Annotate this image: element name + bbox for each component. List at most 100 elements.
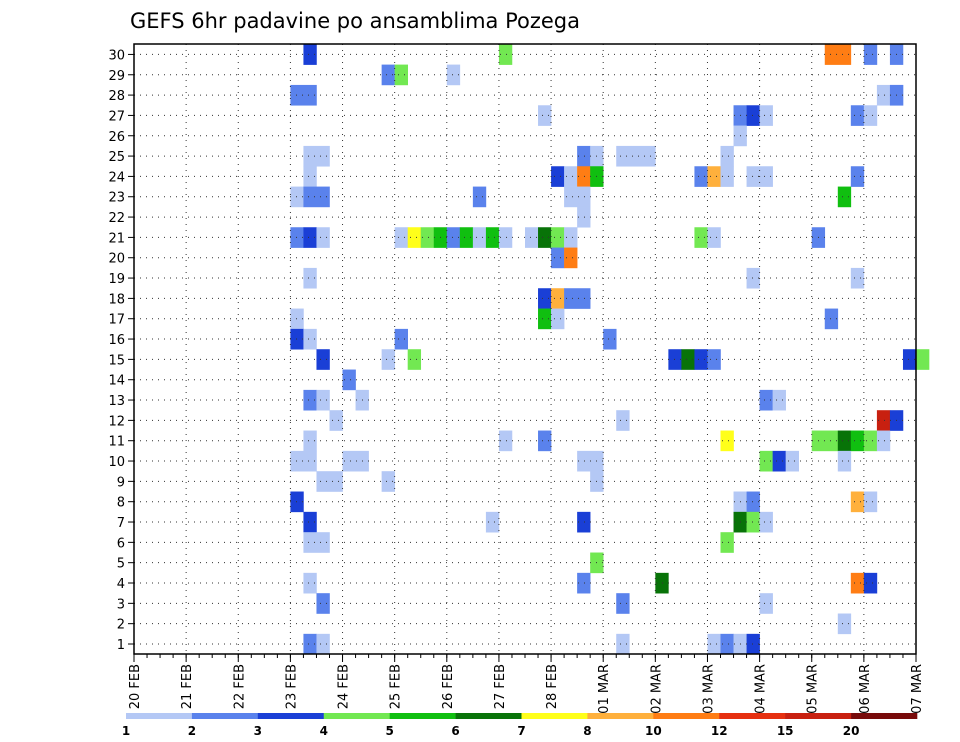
- cell-r23-s26: [472, 186, 487, 208]
- x-tick-label-12: 04 MAR: [754, 664, 769, 714]
- colorbar-label-8: 8: [583, 724, 591, 738]
- cell-r24-s43: [694, 166, 708, 187]
- cell-r15-s41: [668, 349, 682, 370]
- cell-r15-s43: [694, 349, 708, 370]
- cell-r12-s57: [876, 410, 891, 431]
- cell-r21-s12: [290, 227, 304, 248]
- cell-r15-s19: [381, 349, 395, 370]
- colorbar-label-7: 7: [517, 724, 525, 738]
- colorbar: 1 2 3 4 5 6 7 8 10 12 15 20: [122, 713, 918, 738]
- cell-r10-s49: [772, 450, 786, 472]
- cell-r19-s13: [303, 267, 317, 289]
- y-tick-label-6: 6: [117, 536, 125, 551]
- cell-r25-s13: [303, 145, 330, 167]
- cell-r29-s20: [394, 64, 408, 86]
- cell-r15-s59: [902, 349, 917, 370]
- cell-r23-s54: [837, 186, 852, 208]
- cell-r10-s48: [759, 450, 773, 472]
- cell-r30-s56: [863, 44, 878, 65]
- colorbar-swatch-9: [719, 713, 786, 719]
- y-tick-label-1: 1: [117, 638, 125, 653]
- colorbar-label-1: 1: [122, 724, 130, 738]
- cell-r27-s48: [759, 105, 773, 126]
- cell-r24-s13: [303, 166, 317, 187]
- cell-r30-s13: [303, 44, 317, 65]
- cell-r1-s37: [616, 633, 630, 655]
- cell-r17-s12: [290, 308, 304, 330]
- colorbar-swatch-5: [455, 713, 522, 719]
- cell-r21-s28: [498, 227, 513, 248]
- colorbar-swatch-1: [191, 713, 259, 719]
- cell-r6-s45: [720, 532, 734, 553]
- y-tick-label-10: 10: [108, 455, 125, 470]
- colorbar-swatch-7: [587, 713, 654, 719]
- colorbar-label-10: 10: [645, 724, 662, 738]
- x-tick-label-4: 24 FEB: [337, 664, 352, 709]
- cell-r21-s20: [394, 227, 408, 248]
- cell-r27-s56: [863, 105, 878, 126]
- cell-r8-s47: [746, 491, 760, 513]
- cell-r25-s34: [577, 145, 591, 167]
- x-tick-label-5: 25 FEB: [389, 664, 404, 709]
- cell-r21-s27: [485, 227, 500, 248]
- cell-r16-s36: [603, 328, 617, 350]
- cell-r11-s55: [850, 430, 865, 452]
- cell-r18-s31: [538, 288, 552, 309]
- cell-r7-s34: [577, 511, 591, 533]
- x-tick-label-0: 20 FEB: [128, 664, 143, 709]
- y-tick-label-15: 15: [108, 353, 125, 368]
- colorbar-label-5: 5: [385, 724, 393, 738]
- cell-r1-s44: [707, 633, 721, 655]
- cell-r3-s48: [759, 593, 773, 614]
- cell-r4-s13: [303, 572, 317, 594]
- cell-r10-s54: [837, 450, 852, 472]
- y-tick-label-26: 26: [108, 130, 125, 145]
- y-tick-label-30: 30: [108, 48, 125, 63]
- cell-r18-s33: [564, 288, 591, 309]
- cell-r1-s47: [746, 633, 760, 655]
- cell-r8-s12: [290, 491, 304, 513]
- cell-r10-s50: [785, 450, 799, 472]
- y-tick-label-12: 12: [108, 414, 125, 429]
- y-tick-label-29: 29: [108, 69, 125, 84]
- colorbar-label-3: 3: [254, 724, 262, 738]
- cell-r3-s14: [316, 593, 330, 614]
- cell-r11-s13: [303, 430, 317, 452]
- cell-r4-s55: [850, 572, 865, 594]
- cell-r15-s42: [681, 349, 695, 370]
- cell-r19-s55: [850, 267, 865, 289]
- cell-r12-s15: [329, 410, 343, 431]
- cell-r14-s16: [342, 369, 356, 391]
- y-tick-label-18: 18: [108, 292, 125, 307]
- x-tick-label-2: 22 FEB: [232, 664, 247, 709]
- y-tick-label-11: 11: [108, 435, 125, 450]
- cell-r24-s45: [720, 166, 734, 187]
- cell-r17-s32: [551, 308, 565, 330]
- colorbar-swatch-4: [389, 713, 456, 719]
- cell-r11-s31: [538, 430, 552, 452]
- cell-r16-s20: [394, 328, 408, 350]
- y-tick-label-2: 2: [117, 618, 125, 633]
- cell-r7-s27: [485, 511, 500, 533]
- cell-r21-s13: [303, 227, 317, 248]
- cell-r2-s54: [837, 613, 852, 635]
- cell-r21-s31: [538, 227, 552, 248]
- cell-r11-s57: [876, 430, 891, 452]
- cell-r13-s48: [759, 389, 773, 411]
- cell-r7-s13: [303, 511, 317, 533]
- cell-r18-s32: [551, 288, 565, 309]
- x-tick-label-8: 28 FEB: [545, 664, 560, 709]
- cell-r29-s24: [446, 64, 461, 86]
- cell-r21-s43: [694, 227, 708, 248]
- cell-r15-s44: [707, 349, 721, 370]
- cell-r4-s40: [655, 572, 669, 594]
- colorbar-label-2: 2: [188, 724, 196, 738]
- cell-r21-s14: [316, 227, 330, 248]
- cell-r24-s55: [850, 166, 865, 187]
- y-tick-label-13: 13: [108, 394, 125, 409]
- y-tick-label-9: 9: [117, 475, 125, 490]
- cell-r29-s19: [381, 64, 395, 86]
- y-axis: 1234567891011121314151617181920212223242…: [108, 48, 134, 653]
- x-tick-label-11: 03 MAR: [701, 664, 716, 714]
